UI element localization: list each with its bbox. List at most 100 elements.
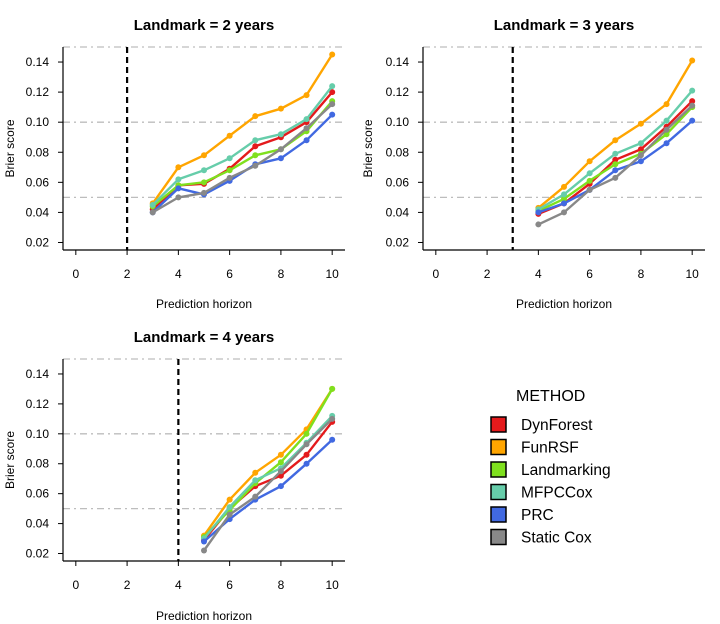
data-point: [149, 201, 156, 208]
series-line: [152, 103, 334, 214]
legend-label: MFPCCox: [521, 485, 593, 502]
legend-swatch: [490, 506, 507, 523]
data-point: [612, 161, 619, 168]
data-point: [303, 125, 310, 132]
data-point: [329, 385, 336, 392]
legend-label: PRC: [521, 507, 554, 524]
series-line: [537, 89, 694, 211]
data-point: [226, 174, 233, 181]
data-point: [277, 131, 284, 138]
data-point: [277, 105, 284, 112]
data-point: [252, 493, 259, 500]
data-point: [612, 137, 619, 144]
data-point: [303, 92, 310, 99]
data-point: [561, 209, 567, 216]
y-tick-label: 0.08: [26, 145, 50, 159]
legend-item-mfpccox: MFPCCox: [490, 483, 593, 502]
y-axis-label: Brier score: [3, 119, 17, 177]
data-point: [689, 57, 696, 64]
data-point: [277, 146, 284, 153]
data-point: [277, 155, 284, 162]
data-point: [689, 98, 696, 105]
panel-title: Landmark = 4 years: [134, 329, 275, 346]
data-point: [303, 451, 310, 458]
x-tick-label: 8: [278, 267, 285, 281]
data-point: [303, 460, 310, 467]
series-funrsf: [535, 57, 696, 211]
legend-title: METHOD: [516, 388, 585, 405]
y-tick-label: 0.06: [386, 175, 410, 189]
data-point: [277, 483, 284, 490]
data-point: [277, 451, 284, 458]
data-point: [277, 468, 284, 475]
legend-swatch: [490, 438, 507, 456]
data-point: [663, 140, 670, 147]
data-point: [637, 120, 644, 127]
data-point: [329, 111, 336, 118]
data-point: [586, 186, 593, 193]
data-point: [561, 200, 567, 207]
y-tick-label: 0.08: [26, 457, 50, 471]
series-line: [203, 415, 334, 540]
series-prc: [201, 436, 336, 545]
data-point: [303, 430, 310, 437]
y-tick-label: 0.12: [386, 85, 410, 99]
data-point: [252, 152, 259, 159]
legend-label: Static Cox: [521, 530, 592, 547]
data-point: [175, 185, 182, 192]
data-point: [175, 194, 182, 201]
data-point: [561, 195, 567, 202]
data-point: [612, 167, 619, 174]
data-point: [637, 152, 644, 159]
y-tick-label: 0.02: [26, 235, 50, 249]
data-point: [689, 87, 696, 94]
legend-label: FunRSF: [521, 440, 579, 457]
data-point: [637, 158, 644, 165]
data-point: [277, 459, 284, 466]
panel-1: Landmark = 2 years 0 2 4 6 8 10 0.02 0.04 0.06 0.0…: [3, 17, 345, 311]
data-point: [637, 140, 644, 147]
data-point: [252, 469, 259, 476]
series-mfpccox: [535, 87, 696, 213]
data-point: [329, 436, 336, 443]
y-tick-label: 0.14: [386, 55, 410, 69]
x-tick-label: 8: [638, 267, 645, 281]
data-point: [535, 209, 542, 216]
legend-label: DynForest: [521, 417, 593, 434]
y-tick-label: 0.10: [26, 115, 50, 129]
panel-title: Landmark = 2 years: [134, 17, 275, 34]
data-point: [329, 83, 336, 90]
panel-3: Landmark = 4 years 0 2 4 6 8 10 0.02 0.04 0.06 0.0…: [3, 329, 345, 623]
panel-2: Landmark = 3 years 0 2 4 6 8 10 0.02 0.04 0.06 0.0…: [361, 17, 705, 311]
data-point: [201, 547, 207, 554]
data-point: [561, 191, 567, 198]
y-tick-label: 0.04: [26, 205, 50, 219]
x-axis-label: Prediction horizon: [156, 609, 252, 623]
data-point: [226, 504, 233, 511]
series-line: [203, 438, 334, 543]
panel-title: Landmark = 3 years: [494, 17, 635, 34]
x-tick-label: 6: [586, 267, 593, 281]
legend-item-dynforest: DynForest: [490, 416, 593, 434]
y-tick-label: 0.04: [386, 205, 410, 219]
legend-item-funrsf: FunRSF: [490, 438, 579, 457]
series-line: [151, 85, 334, 206]
data-point: [637, 146, 644, 153]
data-point: [586, 177, 593, 184]
series-dynforest: [149, 89, 336, 213]
legend-swatch: [490, 416, 507, 433]
x-tick-label: 10: [326, 267, 340, 281]
x-tick-label: 10: [326, 578, 340, 592]
data-point: [586, 158, 593, 165]
series-mfpccox: [201, 412, 336, 542]
x-tick-label: 4: [535, 267, 542, 281]
data-point: [586, 170, 593, 177]
x-axis-label: Prediction horizon: [516, 297, 612, 311]
y-tick-label: 0.12: [26, 397, 50, 411]
legend-swatch: [490, 461, 507, 478]
y-tick-label: 0.06: [26, 175, 50, 189]
data-point: [149, 209, 156, 216]
series-landmarking: [149, 98, 336, 210]
y-tick-label: 0.04: [26, 517, 50, 531]
x-tick-label: 2: [124, 267, 131, 281]
